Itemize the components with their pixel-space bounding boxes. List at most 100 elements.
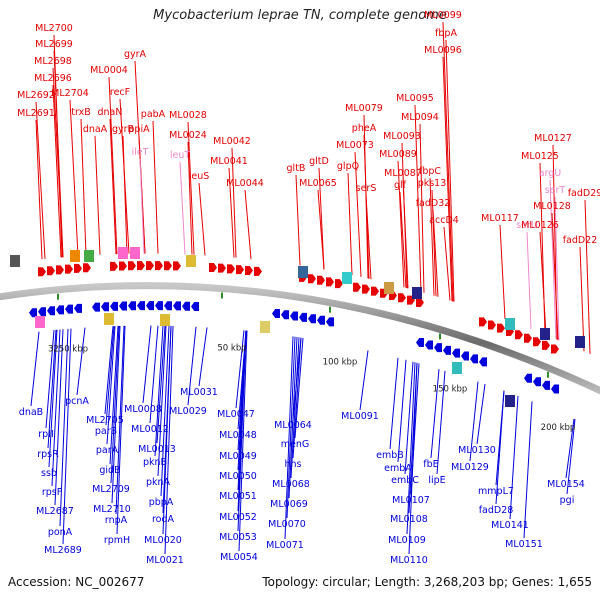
lower-gene-label-56[interactable]: fadD28: [479, 505, 514, 516]
upper-gene-label-5[interactable]: ML2691: [17, 108, 55, 119]
upper-gene-label-29[interactable]: ML0073: [336, 140, 374, 151]
upper-gene-label-33[interactable]: fbpA: [435, 28, 457, 39]
lower-gene-label-60[interactable]: ML0154: [547, 479, 585, 490]
lower-gene-label-51[interactable]: fbE: [423, 459, 438, 470]
upper-gene-label-41[interactable]: glf: [394, 180, 407, 191]
upper-gene-label-48[interactable]: serT: [545, 185, 566, 196]
upper-gene-label-52[interactable]: ML0117: [481, 213, 519, 224]
lower-gene-label-31[interactable]: ML0050: [219, 471, 257, 482]
lower-gene-label-8[interactable]: pcnA: [65, 396, 89, 407]
upper-gene-label-25[interactable]: gltD: [309, 156, 329, 167]
upper-gene-label-46[interactable]: ML0125: [521, 151, 559, 162]
upper-gene-label-37[interactable]: ML0093: [383, 131, 421, 142]
upper-gene-label-10[interactable]: recF: [110, 87, 130, 98]
lower-gene-label-2[interactable]: rpsR: [37, 449, 59, 460]
upper-gene-label-11[interactable]: dnaN: [98, 107, 123, 118]
upper-gene-label-12[interactable]: gyrB: [112, 124, 134, 135]
lower-gene-label-35[interactable]: ML0054: [220, 552, 258, 563]
upper-gene-label-1[interactable]: ML2699: [35, 39, 73, 50]
lower-gene-label-43[interactable]: ML0091: [341, 411, 379, 422]
lower-gene-label-24[interactable]: ML0020: [144, 535, 182, 546]
lower-gene-label-47[interactable]: ML0107: [392, 495, 430, 506]
lower-gene-label-19[interactable]: ML0013: [138, 444, 176, 455]
upper-gene-label-4[interactable]: ML2692: [17, 90, 55, 101]
upper-gene-label-49[interactable]: fadD29: [568, 188, 600, 199]
lower-gene-label-34[interactable]: ML0053: [219, 532, 257, 543]
upper-gene-label-45[interactable]: ML0127: [534, 133, 572, 144]
upper-gene-label-27[interactable]: ML0079: [345, 103, 383, 114]
upper-gene-label-36[interactable]: ML0094: [401, 112, 439, 123]
lower-gene-label-57[interactable]: ML0141: [491, 520, 529, 531]
lower-gene-label-38[interactable]: hns: [285, 459, 302, 470]
lower-gene-label-5[interactable]: ML2687: [36, 506, 74, 517]
upper-gene-label-2[interactable]: ML2698: [34, 56, 72, 67]
upper-gene-label-50[interactable]: ML0128: [533, 201, 571, 212]
upper-gene-label-15[interactable]: ileT: [132, 147, 149, 158]
lower-gene-label-18[interactable]: ML0012: [131, 424, 169, 435]
lower-gene-label-58[interactable]: ML0151: [505, 539, 543, 550]
lower-gene-label-6[interactable]: ponA: [48, 527, 73, 538]
upper-gene-label-38[interactable]: ML0089: [379, 149, 417, 160]
lower-gene-label-16[interactable]: rpmH: [104, 535, 130, 546]
lower-gene-label-32[interactable]: ML0051: [219, 491, 257, 502]
lower-gene-label-25[interactable]: ML0021: [146, 555, 184, 566]
upper-gene-label-19[interactable]: leuT: [170, 150, 191, 161]
lower-gene-label-21[interactable]: pknA: [146, 477, 171, 488]
lower-gene-label-53[interactable]: ML0130: [458, 445, 496, 456]
lower-gene-label-52[interactable]: lipE: [428, 475, 445, 486]
lower-gene-label-48[interactable]: ML0108: [390, 514, 428, 525]
upper-gene-label-40[interactable]: ML0087: [384, 168, 422, 179]
upper-gene-label-20[interactable]: leuS: [189, 171, 210, 182]
upper-gene-label-22[interactable]: ML0041: [210, 156, 248, 167]
lower-gene-label-42[interactable]: ML0071: [266, 540, 304, 551]
upper-gene-label-35[interactable]: ML0095: [396, 93, 434, 104]
lower-gene-label-15[interactable]: rnpA: [105, 515, 128, 526]
upper-gene-label-7[interactable]: trxB: [71, 107, 91, 118]
lower-gene-label-45[interactable]: embA: [384, 463, 412, 474]
lower-gene-label-28[interactable]: ML0047: [217, 409, 255, 420]
lower-gene-label-14[interactable]: ML2710: [93, 504, 131, 515]
lower-gene-label-37[interactable]: menG: [281, 439, 309, 450]
lower-gene-label-1[interactable]: rpII: [38, 429, 54, 440]
lower-gene-label-44[interactable]: embB: [376, 450, 404, 461]
upper-gene-label-3[interactable]: ML2696: [34, 73, 72, 84]
upper-gene-label-17[interactable]: ML0028: [169, 110, 207, 121]
lower-gene-label-46[interactable]: embC: [391, 475, 419, 486]
upper-gene-label-54[interactable]: fadD22: [563, 235, 598, 246]
upper-gene-label-13[interactable]: dnaA: [83, 124, 108, 135]
lower-gene-label-10[interactable]: parB: [95, 426, 117, 437]
upper-gene-label-31[interactable]: serS: [356, 183, 377, 194]
lower-gene-label-13[interactable]: ML2709: [92, 484, 130, 495]
upper-gene-label-0[interactable]: ML2700: [35, 23, 73, 34]
lower-gene-label-55[interactable]: mmpL7: [478, 486, 514, 497]
upper-gene-label-53[interactable]: ML0126: [521, 220, 559, 231]
lower-gene-label-29[interactable]: ML0048: [219, 430, 257, 441]
lower-gene-label-49[interactable]: ML0109: [388, 535, 426, 546]
upper-gene-label-47[interactable]: argU: [539, 168, 562, 179]
lower-gene-label-23[interactable]: rodA: [152, 514, 175, 525]
upper-gene-label-51[interactable]: serU: [516, 220, 538, 231]
lower-gene-label-3[interactable]: ssb: [41, 468, 57, 479]
lower-gene-label-7[interactable]: ML2689: [44, 545, 82, 556]
lower-gene-label-27[interactable]: ML0029: [169, 406, 207, 417]
upper-gene-label-16[interactable]: pabA: [141, 109, 166, 120]
upper-gene-label-42[interactable]: pks13: [418, 178, 447, 189]
lower-gene-label-9[interactable]: ML2705: [86, 415, 124, 426]
upper-gene-label-14[interactable]: ppiA: [128, 124, 150, 135]
upper-gene-label-28[interactable]: pheA: [352, 123, 377, 134]
lower-gene-label-40[interactable]: ML0069: [270, 499, 308, 510]
upper-gene-label-39[interactable]: fbpC: [419, 166, 441, 177]
lower-gene-label-33[interactable]: ML0052: [219, 512, 257, 523]
lower-gene-label-41[interactable]: ML0070: [268, 519, 306, 530]
upper-gene-label-44[interactable]: accD4: [429, 215, 459, 226]
upper-gene-label-23[interactable]: ML0044: [226, 178, 264, 189]
lower-gene-label-22[interactable]: pbpA: [149, 497, 174, 508]
upper-gene-label-9[interactable]: ML0004: [90, 65, 128, 76]
lower-gene-label-39[interactable]: ML0068: [272, 479, 310, 490]
lower-gene-label-26[interactable]: ML0031: [180, 387, 218, 398]
lower-gene-label-20[interactable]: pknB: [143, 457, 167, 468]
upper-gene-label-18[interactable]: ML0024: [169, 130, 207, 141]
lower-gene-label-50[interactable]: ML0110: [390, 555, 428, 566]
upper-gene-label-24[interactable]: gltB: [287, 163, 306, 174]
upper-gene-label-32[interactable]: ML0099: [424, 10, 462, 21]
